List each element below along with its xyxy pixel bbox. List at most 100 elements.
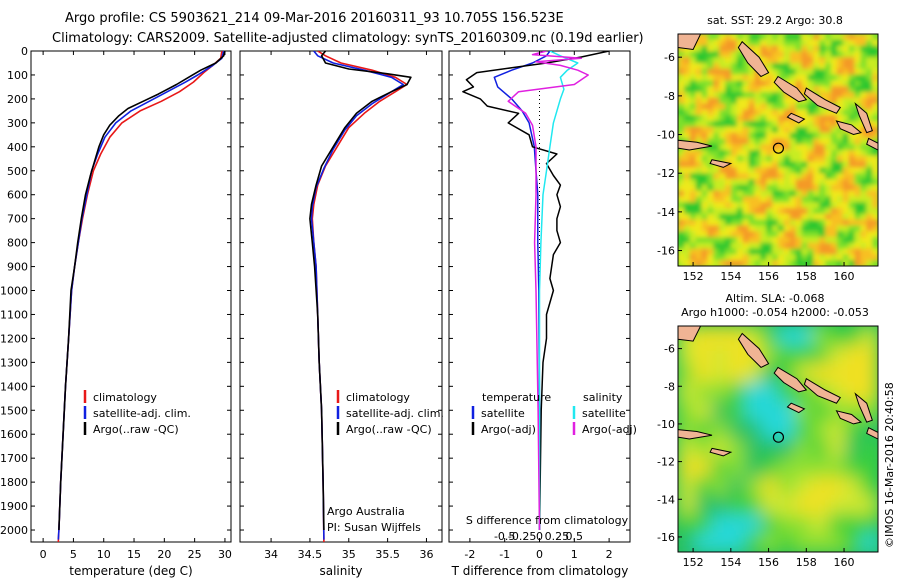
map-frame (677, 33, 879, 267)
s-tick-label: 0.5 (566, 530, 584, 543)
difference-xlabel: T difference from climatology (451, 564, 629, 578)
island (854, 102, 873, 134)
x-tick-label: 156 (758, 270, 779, 283)
legend-title-temperature: temperature (482, 391, 551, 404)
imos-credit: ©IMOS 16-Mar-2016 20:40:58 (883, 382, 896, 548)
y-tick-label: -16 (657, 245, 675, 258)
salinity-xlabel: salinity (319, 564, 362, 578)
x-tick-label: 20 (157, 548, 171, 561)
y-tick-label: 500 (7, 165, 28, 178)
island (866, 426, 878, 440)
map-field (678, 34, 878, 266)
y-tick-label: -12 (657, 456, 675, 469)
y-tick-label: 600 (7, 189, 28, 202)
island (737, 40, 770, 78)
island (678, 34, 702, 51)
x-tick-label: 1 (571, 548, 578, 561)
legend-label-s-argo: Argo(-adj) (582, 423, 637, 436)
island (773, 366, 808, 393)
argo-float-marker (772, 431, 785, 443)
series-group (57, 51, 226, 542)
y-tick-label: 1400 (0, 380, 28, 393)
island (737, 332, 770, 369)
legend-label-s-satellite: satellite (582, 407, 626, 420)
y-tick-label: -10 (657, 418, 675, 431)
island (709, 159, 733, 168)
series-s-satellite (538, 51, 579, 530)
x-tick-label: 154 (720, 270, 741, 283)
island (678, 139, 713, 151)
x-tick-label: 160 (834, 556, 855, 569)
x-tick-label: 152 (683, 270, 704, 283)
x-tick-label: -2 (464, 548, 475, 561)
y-tick-label: -6 (664, 51, 675, 64)
credit-line-1: Argo Australia (327, 505, 405, 518)
x-tick-label: 158 (796, 270, 817, 283)
y-tick-label: 1300 (0, 356, 28, 369)
y-tick-label: 1600 (0, 428, 28, 441)
x-tick-label: 35 (342, 548, 356, 561)
credit-line-2: PI: Susan Wijffels (327, 521, 421, 534)
argo-float-marker (772, 142, 785, 154)
series-t-argo-adj- (462, 51, 610, 531)
series-argo-raw-qc- (309, 51, 412, 531)
y-tick-label: 1000 (0, 285, 28, 298)
x-tick-label: 0 (40, 548, 47, 561)
map-field (678, 326, 878, 552)
s-tick-label: -0.5 (494, 530, 515, 543)
island (709, 447, 733, 457)
island (773, 75, 808, 103)
difference-legend-salinity: salinity satellite Argo(-adj) (572, 391, 637, 436)
series-group (507, 51, 589, 531)
title-line-2: Climatology: CARS2009. Satellite-adjuste… (52, 31, 644, 46)
x-tick-label: 34.5 (298, 548, 323, 561)
y-tick-label: 200 (7, 93, 28, 106)
island (835, 410, 863, 425)
y-tick-label: 0 (21, 45, 28, 58)
difference-legend-temperature: temperature satellite Argo(-adj) (471, 391, 551, 436)
x-tick-label: 25 (188, 548, 202, 561)
island (803, 377, 842, 404)
x-tick-label: 154 (720, 556, 741, 569)
s-tick-label: 0.25 (545, 530, 570, 543)
island (786, 402, 806, 414)
islands (678, 34, 878, 168)
y-tick-label: -16 (657, 531, 675, 544)
y-tick-label: 1500 (0, 404, 28, 417)
x-tick-label: 158 (796, 556, 817, 569)
series-argo-raw-qc- (58, 51, 226, 531)
y-tick-label: 900 (7, 261, 28, 274)
series-s-argo-adj- (507, 51, 589, 531)
island (678, 326, 702, 342)
sla-map: 152 154 156 158 160 -6 -8 -10 -12 -14 -16 (657, 325, 879, 569)
y-tick-label: -10 (657, 129, 675, 142)
legend-label-climatology: climatology (93, 391, 157, 404)
legend-label-argo: Argo(..raw -QC) (93, 423, 179, 436)
sst-map-title: sat. SST: 29.2 Argo: 30.8 (707, 14, 843, 27)
y-tick-label: -12 (657, 167, 675, 180)
x-tick-label: 156 (758, 556, 779, 569)
x-tick-label: 15 (127, 548, 141, 561)
salinity-legend: climatology satellite-adj. clim. Argo(..… (336, 390, 444, 436)
islands (678, 326, 878, 457)
sla-map-subtitle: Argo h1000: -0.054 h2000: -0.053 (681, 306, 869, 319)
y-tick-label: -8 (664, 90, 675, 103)
x-tick-label: 35.5 (375, 548, 400, 561)
island (866, 137, 878, 151)
island (835, 120, 863, 136)
x-tick-label: 152 (683, 556, 704, 569)
x-tick-label: 34 (264, 548, 278, 561)
y-tick-label: 300 (7, 117, 28, 130)
temperature-legend: climatology satellite-adj. clim. Argo(..… (83, 390, 191, 436)
y-tick-label: 100 (7, 69, 28, 82)
x-tick-label: 160 (834, 270, 855, 283)
series-group (462, 51, 610, 531)
map-frame (677, 325, 879, 553)
salinity-chart: 34 34.5 35 35.5 36 (240, 50, 442, 561)
y-tick-label: -14 (657, 493, 675, 506)
x-tick-label: 36 (419, 548, 433, 561)
island (803, 87, 842, 114)
island (854, 392, 873, 423)
temperature-chart: 0100200300400500600700800900100011001200… (0, 45, 232, 561)
difference-xlabel-top: S difference from climatology (466, 514, 629, 527)
